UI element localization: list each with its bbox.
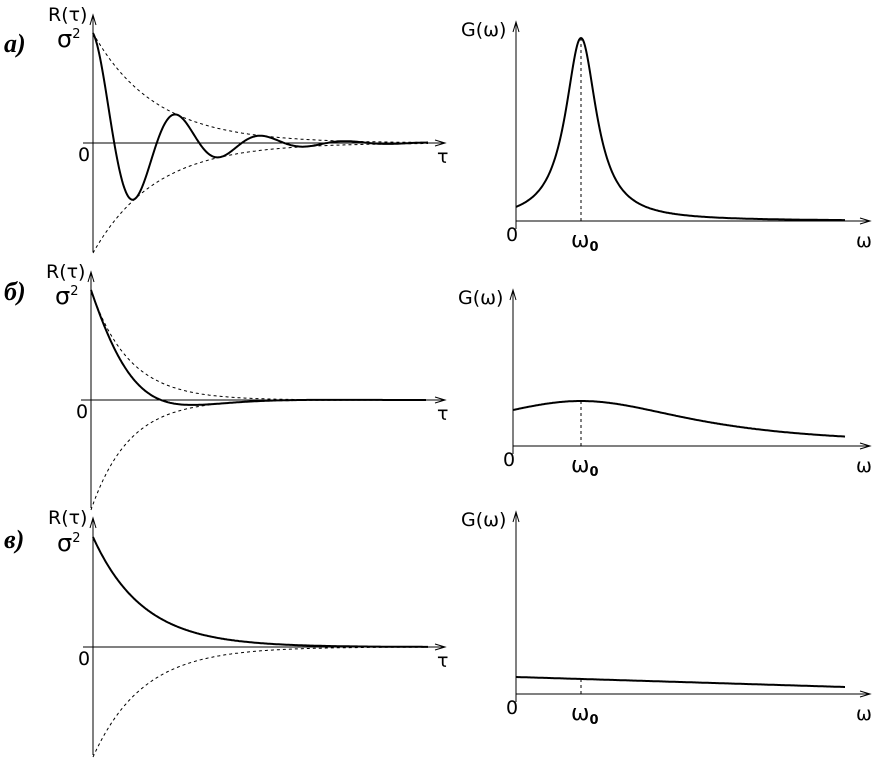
omega0-label: ω0	[571, 701, 598, 728]
envelope	[92, 143, 428, 254]
sigma-sup: 2	[70, 284, 78, 299]
arrow-head	[434, 643, 447, 651]
sigma-label: σ2	[55, 282, 79, 310]
omega: ω	[571, 453, 589, 478]
sigma-label: σ2	[57, 529, 81, 557]
correlation-curve	[92, 536, 428, 648]
omega-sub: 0	[589, 713, 598, 728]
spectrum-curve	[516, 676, 845, 688]
envelope	[92, 32, 428, 143]
origin-label: 0	[78, 648, 90, 670]
arrow-head	[89, 13, 97, 26]
sigma-sup: 2	[72, 531, 80, 546]
x-axis-label: τ	[437, 650, 448, 672]
arrow-head	[434, 139, 447, 147]
spectrum-curve	[515, 36, 845, 222]
origin-label: 0	[76, 401, 88, 423]
sigma-label: σ2	[57, 25, 81, 53]
omega: ω	[571, 228, 589, 253]
envelope	[92, 536, 428, 648]
x-axis-label: ω	[856, 703, 872, 725]
sigma-sup: 2	[72, 27, 80, 42]
y-axis-label: R(τ)	[46, 261, 85, 283]
omega0-label: ω0	[571, 228, 598, 255]
envelope	[90, 399, 426, 511]
spectrum-curve	[512, 400, 846, 438]
sigma: σ	[57, 25, 72, 53]
arrow-head	[87, 270, 95, 283]
row-label: а)	[4, 29, 26, 58]
correlation-curve	[92, 32, 428, 201]
x-axis-label: τ	[437, 403, 448, 425]
arrow-head	[859, 442, 872, 450]
y-axis-label: R(τ)	[48, 4, 87, 26]
arrow-head	[512, 20, 520, 33]
omega: ω	[571, 701, 589, 726]
y-axis-label: G(ω)	[461, 509, 506, 531]
arrow-head	[509, 288, 517, 301]
origin-label: 0	[503, 449, 515, 471]
arrow-head	[89, 516, 97, 529]
omega-sub: 0	[589, 465, 598, 480]
row-label: в)	[4, 525, 24, 554]
omega0-label: ω0	[571, 453, 598, 480]
omega-sub: 0	[589, 240, 598, 255]
origin-label: 0	[78, 144, 90, 166]
arrow-head	[512, 510, 520, 523]
sigma: σ	[55, 282, 70, 310]
y-axis-label: R(τ)	[48, 507, 87, 529]
arrow-head	[434, 396, 447, 404]
sigma: σ	[57, 529, 72, 557]
row-label: б)	[4, 277, 26, 306]
x-axis-label: ω	[856, 230, 872, 252]
y-axis-label: G(ω)	[458, 287, 503, 309]
correlation-curve	[90, 289, 426, 406]
x-axis-label: ω	[856, 455, 872, 477]
arrow-head	[859, 217, 872, 225]
x-axis-label: τ	[437, 146, 448, 168]
arrow-head	[859, 690, 872, 698]
envelope	[92, 646, 428, 758]
origin-label: 0	[506, 697, 518, 719]
envelope	[90, 289, 426, 401]
origin-label: 0	[506, 224, 518, 246]
y-axis-label: G(ω)	[461, 19, 506, 41]
